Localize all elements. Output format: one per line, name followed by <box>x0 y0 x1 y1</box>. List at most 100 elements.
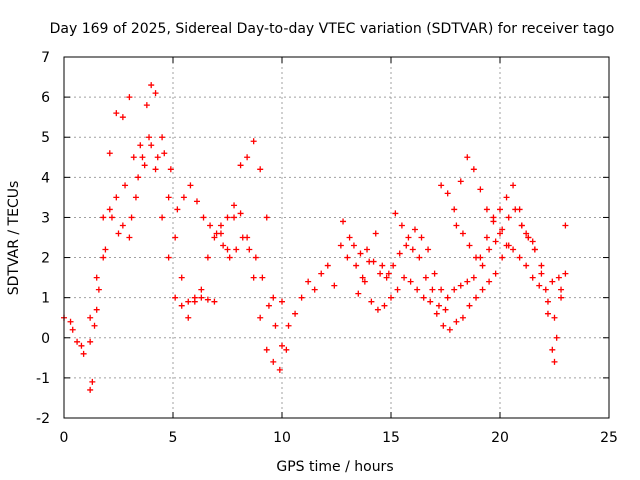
data-point <box>405 234 412 241</box>
data-point <box>459 230 466 237</box>
y-tick-labels: -2 -1 0 1 2 3 4 5 6 7 <box>36 50 50 427</box>
data-point <box>270 358 277 365</box>
data-point <box>510 246 517 253</box>
x-tick-label: 25 <box>600 430 618 446</box>
data-point <box>529 274 536 281</box>
data-point <box>525 234 532 241</box>
data-point <box>102 246 109 253</box>
data-point <box>385 270 392 277</box>
data-point <box>213 230 220 237</box>
data-point <box>311 286 318 293</box>
data-point <box>161 150 168 157</box>
data-point <box>438 286 445 293</box>
data-point <box>174 206 181 213</box>
data-point <box>331 282 338 289</box>
data-point <box>503 242 510 249</box>
data-point <box>438 182 445 189</box>
data-point <box>119 114 126 121</box>
data-point <box>148 82 155 89</box>
data-point <box>388 294 394 301</box>
data-point <box>503 194 510 201</box>
data-point <box>510 182 517 189</box>
data-point <box>292 310 299 317</box>
data-point <box>538 262 545 269</box>
series-track-g <box>438 154 569 293</box>
data-point <box>381 302 388 309</box>
data-point <box>377 270 384 277</box>
data-point <box>246 246 253 253</box>
data-point <box>100 254 107 261</box>
data-point <box>233 246 240 253</box>
data-point <box>106 206 113 213</box>
data-point <box>490 218 497 225</box>
data-point <box>265 302 272 309</box>
data-point <box>207 222 214 229</box>
data-point <box>464 154 471 161</box>
data-point <box>414 286 421 293</box>
y-axis-title: SDTVAR / TECUs <box>6 181 22 296</box>
data-point <box>244 154 251 161</box>
data-point <box>108 214 115 221</box>
data-point <box>217 222 224 229</box>
data-point <box>440 322 447 329</box>
data-point <box>499 254 506 261</box>
x-tick-label: 5 <box>169 430 178 446</box>
plot-frame <box>63 56 610 419</box>
series-track-b <box>69 82 277 349</box>
data-point <box>396 250 403 257</box>
data-point <box>374 306 381 313</box>
data-point <box>531 246 538 253</box>
data-point <box>473 294 480 301</box>
data-point <box>318 270 325 277</box>
data-point <box>167 166 174 173</box>
data-point <box>470 274 477 281</box>
data-point <box>80 350 87 357</box>
data-point <box>154 154 161 161</box>
data-point <box>427 298 434 305</box>
data-point <box>128 214 135 221</box>
data-point <box>204 296 211 303</box>
data-point <box>422 274 429 281</box>
data-points <box>61 82 569 393</box>
data-point <box>178 274 185 281</box>
data-point <box>87 338 94 345</box>
data-point <box>464 278 471 285</box>
data-point <box>453 318 460 325</box>
data-point <box>523 262 530 269</box>
data-point <box>553 334 560 341</box>
data-point <box>113 194 120 201</box>
data-point <box>187 182 194 189</box>
data-point <box>549 278 556 285</box>
data-point <box>497 206 503 213</box>
data-point <box>403 242 410 249</box>
data-point <box>497 230 503 237</box>
data-point <box>562 222 569 229</box>
data-point <box>337 242 344 249</box>
data-point <box>89 378 96 385</box>
data-point <box>283 346 290 353</box>
data-point <box>95 286 102 293</box>
data-point <box>401 274 408 281</box>
data-point <box>505 214 512 221</box>
series-track-f <box>355 242 512 333</box>
data-point <box>148 142 155 149</box>
data-point <box>276 366 283 373</box>
x-tick-label: 20 <box>491 430 509 446</box>
series-track-i <box>518 222 569 365</box>
data-point <box>542 286 549 293</box>
data-point <box>263 214 270 221</box>
data-point <box>285 322 292 329</box>
data-point <box>466 302 473 309</box>
data-point <box>366 258 373 265</box>
data-point <box>483 234 490 241</box>
data-point <box>398 222 405 229</box>
data-point <box>67 318 74 325</box>
data-point <box>250 138 257 145</box>
data-point <box>224 246 231 253</box>
data-point <box>226 254 233 261</box>
grid <box>64 57 609 418</box>
data-point <box>100 214 107 221</box>
data-point <box>130 154 137 161</box>
data-point <box>152 90 159 97</box>
